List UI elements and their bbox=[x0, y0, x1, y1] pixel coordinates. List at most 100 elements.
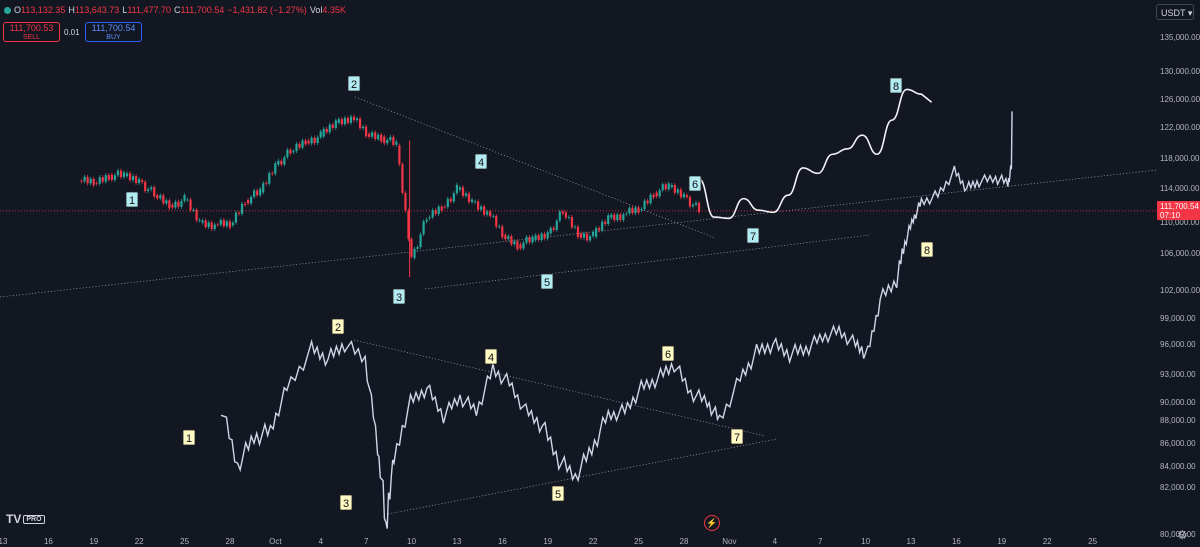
gear-icon[interactable]: ⚙ bbox=[1177, 528, 1188, 542]
y-tick-label: 99,000.00 bbox=[1160, 314, 1196, 323]
candle-body bbox=[643, 200, 646, 210]
sell-button[interactable]: 111,700.53 SELL bbox=[3, 22, 60, 42]
candle-body bbox=[371, 132, 374, 137]
tradingview-logo[interactable]: TV PRO bbox=[6, 512, 45, 526]
candle-body bbox=[667, 183, 670, 190]
wave-label-upper-box bbox=[889, 77, 903, 94]
trendline[interactable] bbox=[424, 234, 871, 290]
trendline[interactable] bbox=[387, 438, 778, 515]
candle-body bbox=[473, 201, 477, 203]
open-label: O bbox=[14, 5, 22, 15]
high-label: H bbox=[68, 5, 75, 15]
candle-body bbox=[416, 247, 419, 249]
candle-body bbox=[640, 209, 643, 211]
candle-body bbox=[104, 175, 107, 182]
candle-body bbox=[413, 248, 416, 258]
candle-body bbox=[365, 126, 368, 137]
x-tick-label: 22 bbox=[589, 537, 598, 546]
trendline[interactable] bbox=[354, 96, 716, 239]
wave-label-lower-box bbox=[551, 485, 565, 502]
x-axis[interactable]: 13 16 19 22 25 28 Oct 4 7 10 13 16 19 22 25 28 Nov 4 7 10 13… bbox=[0, 537, 1098, 546]
x-tick-label: 19 bbox=[543, 537, 552, 546]
y-tick-label: 80,000.00 bbox=[1160, 530, 1196, 539]
x-tick-label: 4 bbox=[319, 537, 324, 546]
logo-text: TV bbox=[6, 512, 22, 526]
candle-body bbox=[549, 227, 552, 234]
candle-body bbox=[280, 160, 283, 165]
candle-body bbox=[652, 194, 655, 198]
candle-body bbox=[237, 212, 241, 214]
candle-body bbox=[555, 220, 558, 230]
wave-label-lower: 5 bbox=[555, 489, 561, 501]
candle-body bbox=[231, 222, 235, 226]
candle-body bbox=[225, 221, 228, 227]
spread-value: 0.01 bbox=[64, 28, 80, 37]
y-tick-label: 122,000.00 bbox=[1160, 123, 1200, 132]
wave-label-upper: 6 bbox=[692, 179, 698, 191]
candle-body bbox=[604, 221, 607, 225]
flash-icon[interactable]: ⚡ bbox=[704, 515, 720, 531]
candle-body bbox=[601, 221, 604, 231]
candle-body bbox=[676, 189, 679, 193]
y-tick-label: 102,000.00 bbox=[1160, 286, 1200, 295]
candle-body bbox=[449, 198, 452, 202]
candle-body bbox=[131, 176, 135, 181]
wave-label-upper: 2 bbox=[351, 79, 357, 91]
candle-body bbox=[422, 221, 425, 235]
y-tick-label: 86,000.00 bbox=[1160, 439, 1196, 448]
candle-body bbox=[246, 199, 250, 204]
buy-label: BUY bbox=[106, 34, 121, 41]
candle-body bbox=[470, 199, 474, 203]
wave-label-upper-box bbox=[347, 75, 361, 92]
candle-body bbox=[691, 204, 695, 207]
candle-body bbox=[295, 143, 298, 152]
candle-body bbox=[582, 233, 586, 238]
candle-body bbox=[292, 151, 295, 153]
wave-label-upper: 7 bbox=[750, 231, 756, 243]
x-tick-label: 25 bbox=[634, 537, 643, 546]
y-axis[interactable]: 135,000.00 130,000.00 126,000.00 122,000.00… bbox=[1160, 33, 1200, 539]
candle-body bbox=[495, 215, 498, 227]
candle-body bbox=[337, 119, 340, 123]
wave-label-lower-box bbox=[339, 494, 353, 511]
x-tick-label: 13 bbox=[0, 537, 8, 546]
candle-body bbox=[407, 210, 410, 240]
buy-button[interactable]: 111,700.54 BUY bbox=[85, 22, 142, 42]
candle-body bbox=[249, 196, 253, 204]
candle-body bbox=[622, 214, 625, 220]
candle-body bbox=[268, 173, 271, 184]
candle-body bbox=[195, 209, 198, 221]
candle-body bbox=[567, 217, 570, 218]
candle-body bbox=[552, 227, 555, 230]
candle-body bbox=[210, 222, 213, 230]
candle-body bbox=[480, 206, 483, 210]
candle-body bbox=[498, 226, 501, 228]
candle-body bbox=[307, 140, 310, 144]
candle-body bbox=[486, 211, 489, 215]
wave-label-lower-box bbox=[182, 429, 196, 446]
candle-body bbox=[670, 184, 673, 188]
wave-label-upper-box bbox=[392, 288, 406, 305]
candle-body bbox=[319, 131, 322, 138]
x-tick-label: 19 bbox=[89, 537, 98, 546]
candle-body bbox=[489, 211, 492, 217]
candle-body bbox=[525, 236, 528, 243]
y-tick-label: 90,000.00 bbox=[1160, 398, 1196, 407]
candle-body bbox=[98, 177, 101, 184]
candle-body bbox=[579, 233, 583, 238]
currency-selector[interactable]: USDT ▾ bbox=[1156, 4, 1194, 20]
candle-body bbox=[661, 184, 664, 191]
candle-body bbox=[265, 183, 268, 184]
candle-body bbox=[483, 206, 486, 215]
candle-body bbox=[168, 200, 171, 209]
candle-body bbox=[325, 128, 328, 133]
candle-body bbox=[607, 215, 610, 225]
candle-body bbox=[219, 219, 222, 225]
trendline[interactable] bbox=[353, 339, 766, 437]
candle-body bbox=[216, 224, 219, 226]
candle-body bbox=[83, 176, 86, 182]
candle-body bbox=[259, 188, 262, 196]
candle-body bbox=[141, 180, 144, 182]
sell-label: SELL bbox=[22, 34, 41, 41]
